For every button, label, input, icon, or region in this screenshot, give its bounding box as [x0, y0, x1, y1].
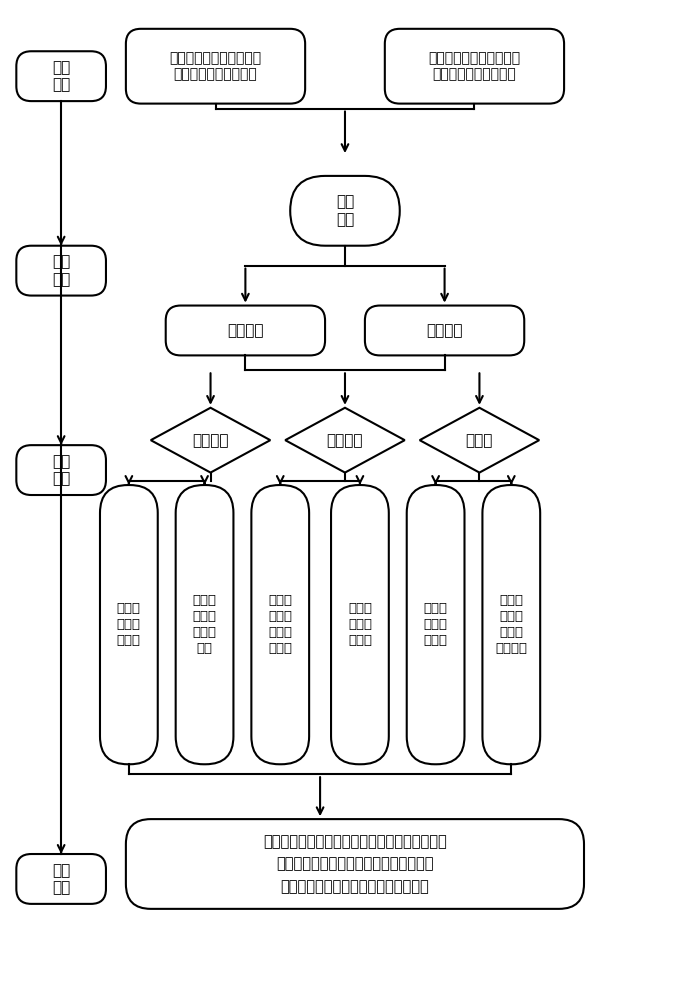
- FancyBboxPatch shape: [365, 306, 524, 355]
- FancyBboxPatch shape: [406, 485, 464, 764]
- Text: 确定晶胞模型的理论参数
及掺杂类型及掺杂比例: 确定晶胞模型的理论参数 及掺杂类型及掺杂比例: [428, 51, 520, 81]
- FancyBboxPatch shape: [126, 29, 305, 104]
- FancyBboxPatch shape: [385, 29, 564, 104]
- FancyBboxPatch shape: [16, 246, 106, 296]
- Polygon shape: [151, 408, 270, 473]
- Text: 态密度: 态密度: [466, 433, 493, 448]
- Text: 元素之
间的相
互作用: 元素之 间的相 互作用: [117, 602, 141, 647]
- FancyBboxPatch shape: [100, 485, 158, 764]
- FancyBboxPatch shape: [291, 176, 400, 246]
- Text: 结果
分析: 结果 分析: [52, 454, 70, 486]
- Text: 模型
构建: 模型 构建: [52, 60, 70, 92]
- Text: 确定稀土掺杂后晶胞晶格微观结构及性质的变化
确定微观粒子性质与电极催化活性的联系
提供高性能电极制备及改性的预测方法: 确定稀土掺杂后晶胞晶格微观结构及性质的变化 确定微观粒子性质与电极催化活性的联系…: [263, 834, 447, 894]
- Text: 几何优化: 几何优化: [227, 323, 264, 338]
- Text: 费米能
级的位
置及其
态密度值: 费米能 级的位 置及其 态密度值: [495, 594, 527, 655]
- FancyBboxPatch shape: [176, 485, 233, 764]
- Polygon shape: [419, 408, 539, 473]
- Text: 构建
模型: 构建 模型: [336, 195, 354, 227]
- FancyBboxPatch shape: [166, 306, 325, 355]
- FancyBboxPatch shape: [331, 485, 389, 764]
- FancyBboxPatch shape: [16, 445, 106, 495]
- Text: 理论
计算: 理论 计算: [52, 254, 70, 287]
- FancyBboxPatch shape: [16, 51, 106, 101]
- Text: 掺杂前
后电极
涂层晶
格变化: 掺杂前 后电极 涂层晶 格变化: [268, 594, 293, 655]
- Text: 参数计算: 参数计算: [426, 323, 463, 338]
- Polygon shape: [285, 408, 404, 473]
- Text: 实验研究不同元素掺杂钛
基锡系电极的最佳比例: 实验研究不同元素掺杂钛 基锡系电极的最佳比例: [169, 51, 262, 81]
- FancyBboxPatch shape: [126, 819, 584, 909]
- Text: 导带和
价带间
的关系: 导带和 价带间 的关系: [424, 602, 447, 647]
- FancyBboxPatch shape: [16, 854, 106, 904]
- Text: 结论
精炼: 结论 精炼: [52, 863, 70, 895]
- Text: 元素价
态分布
及成键
情况: 元素价 态分布 及成键 情况: [192, 594, 217, 655]
- FancyBboxPatch shape: [482, 485, 540, 764]
- FancyBboxPatch shape: [252, 485, 309, 764]
- Text: 电子的
数量及
其跃迁: 电子的 数量及 其跃迁: [348, 602, 372, 647]
- Text: 能带结构: 能带结构: [327, 433, 364, 448]
- Text: 电荷密度: 电荷密度: [192, 433, 228, 448]
